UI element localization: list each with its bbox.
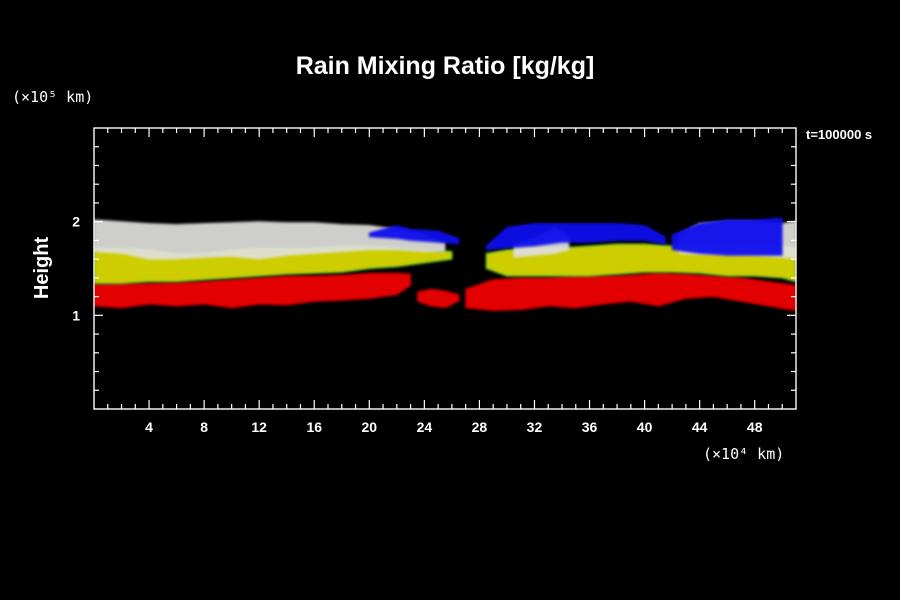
plot-frame bbox=[93, 127, 797, 410]
x-tick-label: 16 bbox=[306, 419, 322, 435]
axis-ticks bbox=[94, 128, 796, 409]
x-tick-label: 8 bbox=[200, 419, 208, 435]
cloud-red-patch-24 bbox=[417, 288, 460, 309]
cloud-blue-east bbox=[671, 217, 783, 256]
y-axis-label: Height bbox=[31, 237, 53, 300]
cloud-red-west bbox=[94, 272, 412, 309]
x-tick-label: 36 bbox=[582, 419, 598, 435]
x-tick-label: 20 bbox=[362, 419, 378, 435]
x-tick-label: 28 bbox=[472, 419, 488, 435]
x-tick-label: 4 bbox=[145, 419, 153, 435]
cloud-blue-center bbox=[485, 223, 666, 251]
x-tick-label: 40 bbox=[637, 419, 653, 435]
time-label: t=100000 s bbox=[806, 127, 872, 142]
cloud-blue-west bbox=[368, 224, 460, 245]
x-tick-label: 44 bbox=[692, 419, 708, 435]
chart-title: Rain Mixing Ratio [kg/kg] bbox=[296, 52, 595, 80]
y-tick-label: 1 bbox=[72, 307, 80, 323]
y-tick-label: 2 bbox=[72, 214, 80, 230]
x-tick-label: 12 bbox=[251, 419, 267, 435]
x-axis-unit: (×10⁴ km) bbox=[703, 445, 784, 463]
x-tick-label: 32 bbox=[527, 419, 543, 435]
rain-field-layer bbox=[94, 217, 796, 312]
x-tick-label: 24 bbox=[417, 419, 433, 435]
y-axis-unit: (×10⁵ km) bbox=[12, 88, 93, 106]
x-tick-label: 48 bbox=[747, 419, 763, 435]
cloud-white-west bbox=[94, 219, 446, 260]
